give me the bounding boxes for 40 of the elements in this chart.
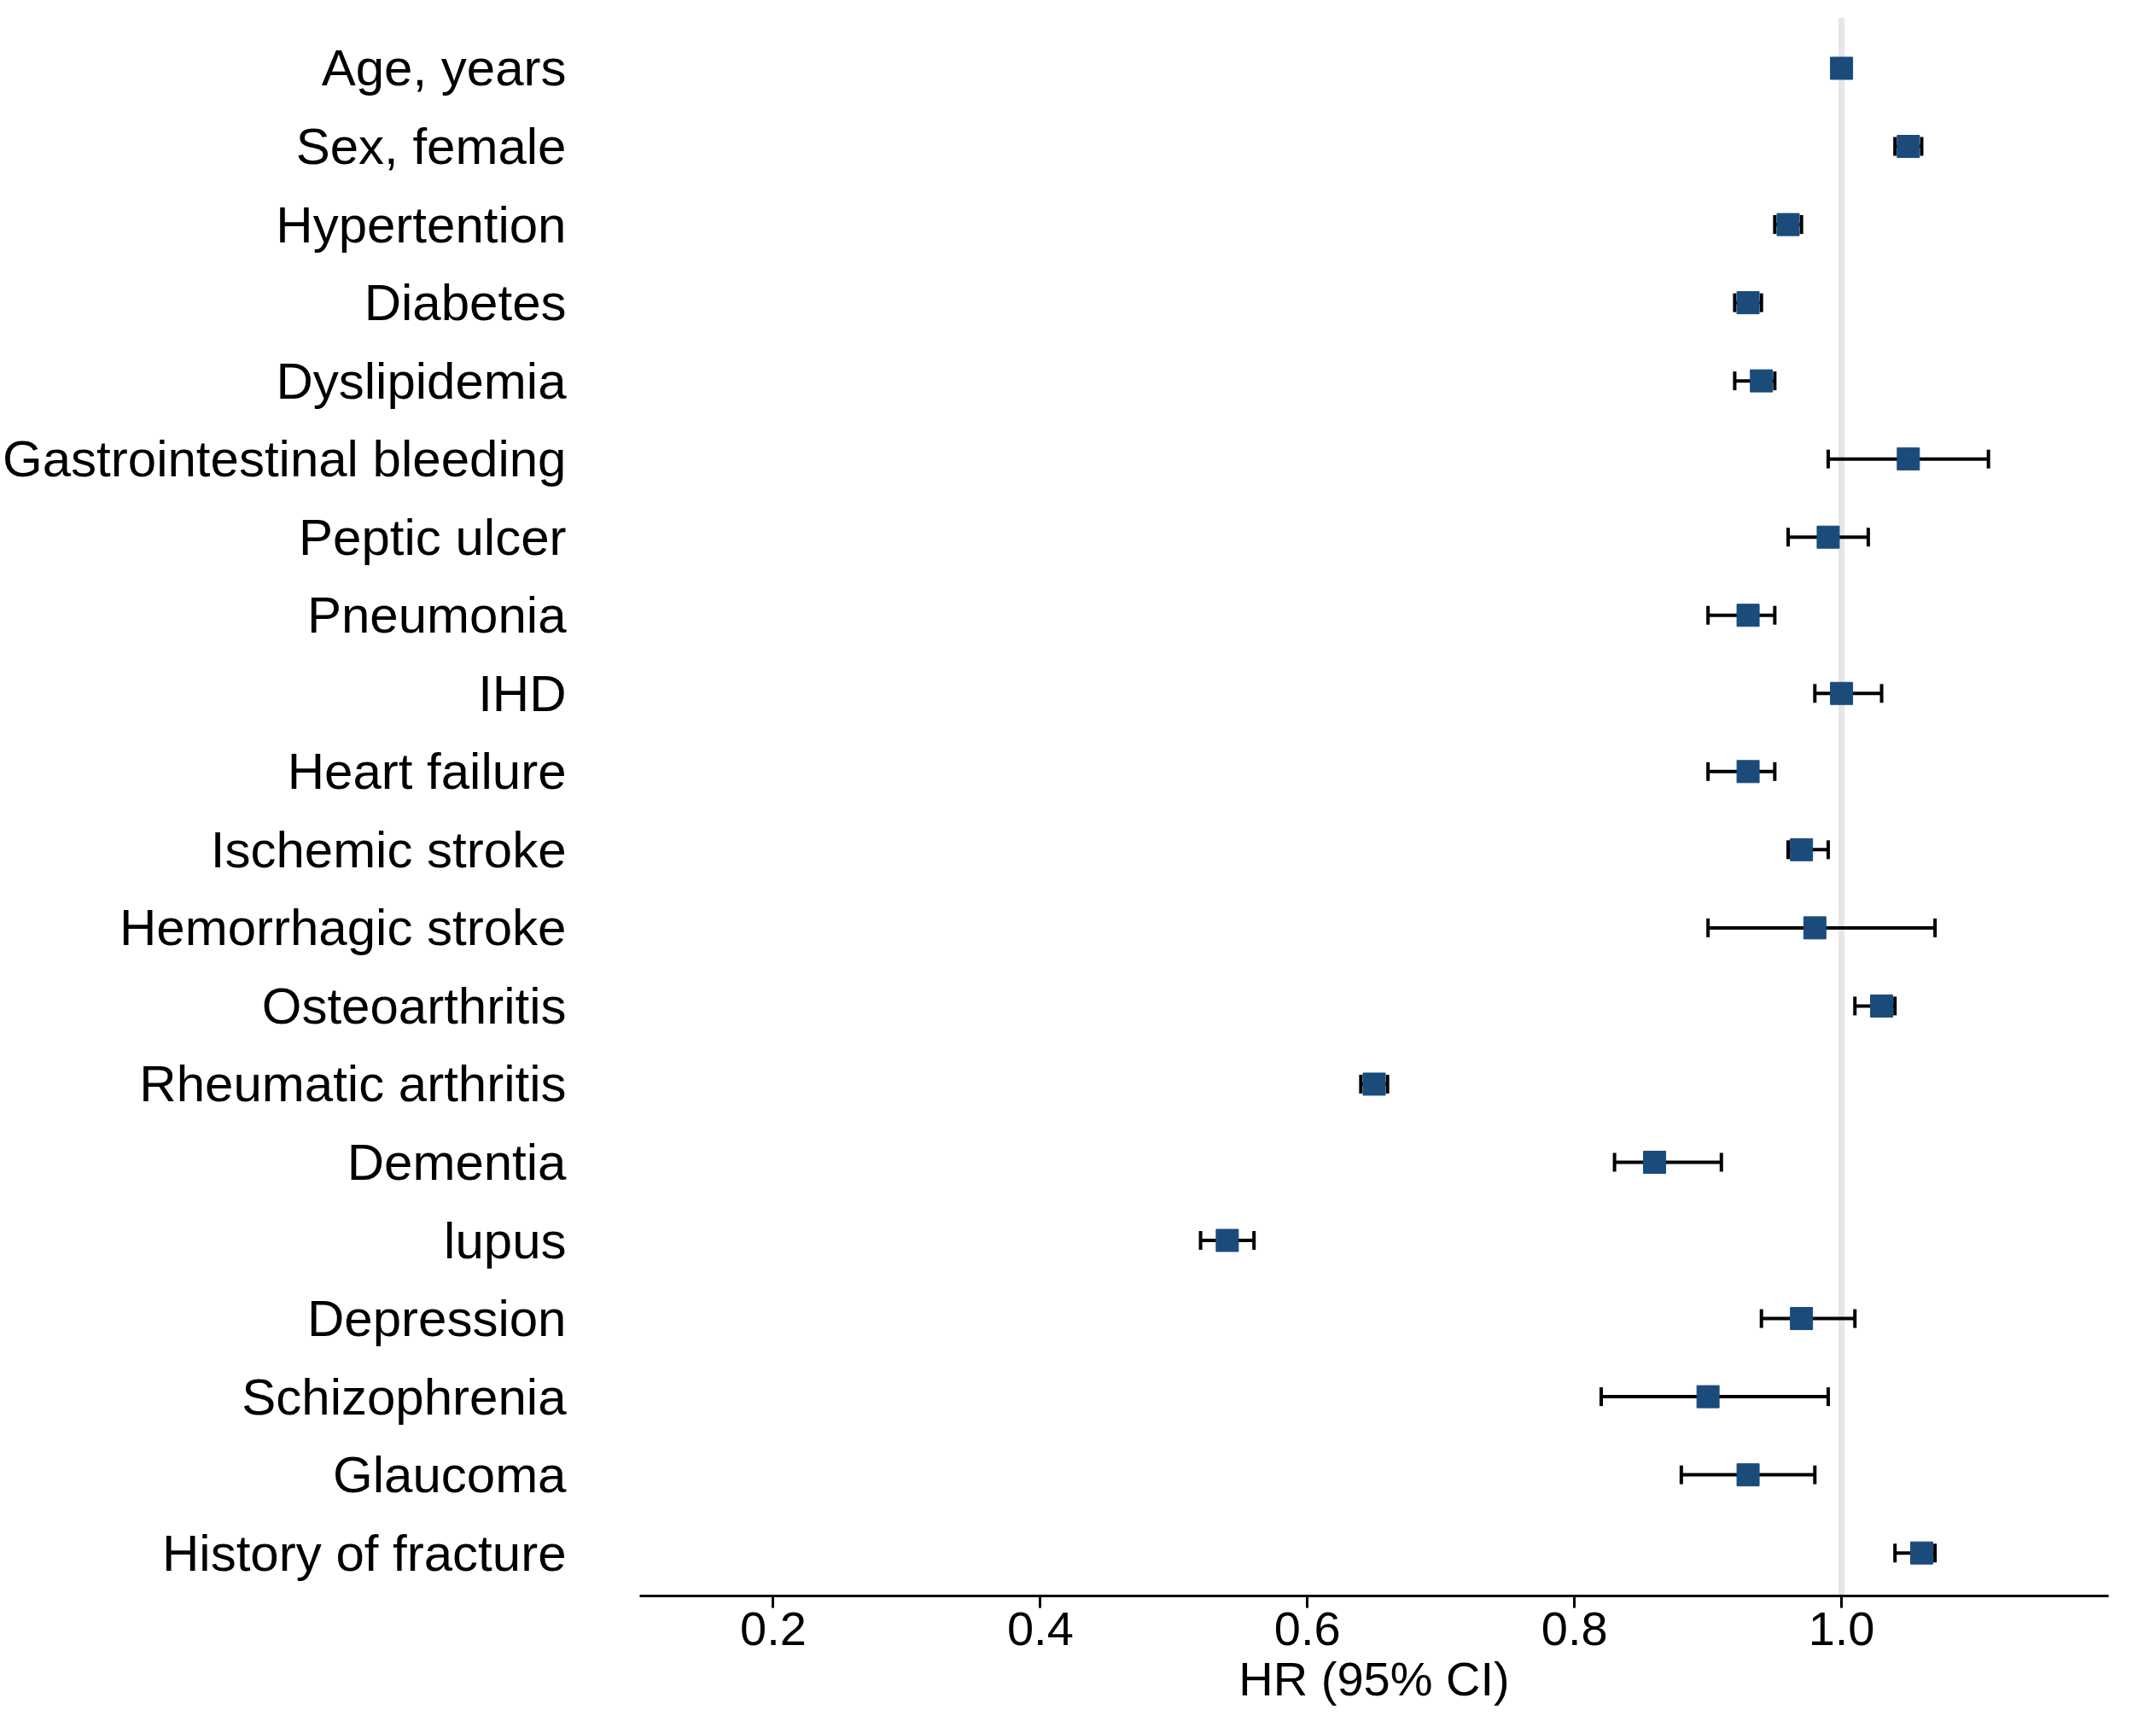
y-tick-label: History of fracture <box>162 1524 567 1582</box>
y-tick-label: Schizophrenia <box>242 1368 568 1426</box>
point <box>1736 760 1760 784</box>
y-tick-label: Age, years <box>321 39 567 97</box>
point <box>1736 604 1760 627</box>
y-tick-label: Dyslipidemia <box>276 352 568 410</box>
y-tick-label: Osteoarthritis <box>261 977 567 1035</box>
point <box>1750 369 1774 393</box>
y-tick-label: Depression <box>307 1290 567 1348</box>
x-tick-label: 0.8 <box>1541 1601 1608 1655</box>
point <box>1870 994 1894 1018</box>
point <box>1790 1307 1814 1331</box>
point <box>1909 1541 1933 1565</box>
point <box>1803 916 1827 940</box>
y-tick-label: Sex, female <box>295 118 567 176</box>
y-tick-label: Pneumonia <box>306 586 568 645</box>
y-tick-label: Dementia <box>347 1133 568 1191</box>
y-tick-label: Ischemic stroke <box>210 820 567 878</box>
point <box>1736 1463 1760 1487</box>
y-tick-label: Peptic ulcer <box>299 508 567 566</box>
point <box>1897 447 1920 471</box>
y-tick-label: Hypertention <box>276 195 567 254</box>
x-tick-label: 0.4 <box>1006 1601 1074 1655</box>
y-tick-label: lupus <box>444 1211 567 1269</box>
y-tick-label: Glaucoma <box>333 1446 568 1504</box>
point <box>1816 525 1840 549</box>
y-tick-label: Rheumatic arthritis <box>139 1055 567 1113</box>
point <box>1830 681 1854 705</box>
point <box>1643 1150 1667 1174</box>
y-tick-label: Gastrointestinal bleeding <box>3 430 567 488</box>
y-tick-label: IHD <box>478 664 567 722</box>
y-tick-label: Heart failure <box>287 743 567 801</box>
point <box>1215 1228 1239 1252</box>
y-tick-label: Diabetes <box>364 274 567 332</box>
x-tick-label: 0.2 <box>740 1601 807 1655</box>
point <box>1696 1385 1720 1409</box>
point <box>1830 56 1854 80</box>
x-tick-label: 1.0 <box>1808 1601 1875 1655</box>
y-tick-label: Hemorrhagic stroke <box>119 899 567 957</box>
point <box>1790 837 1814 861</box>
